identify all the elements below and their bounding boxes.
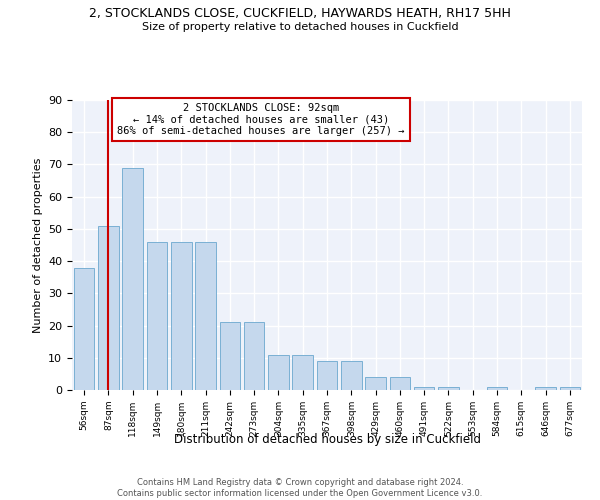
- Bar: [438, 387, 459, 390]
- Y-axis label: Number of detached properties: Number of detached properties: [32, 158, 43, 332]
- Text: Distribution of detached houses by size in Cuckfield: Distribution of detached houses by size …: [173, 432, 481, 446]
- Text: Size of property relative to detached houses in Cuckfield: Size of property relative to detached ho…: [142, 22, 458, 32]
- Bar: [487, 387, 508, 390]
- Bar: [74, 268, 94, 390]
- Bar: [317, 361, 337, 390]
- Bar: [292, 354, 313, 390]
- Bar: [535, 387, 556, 390]
- Text: Contains HM Land Registry data © Crown copyright and database right 2024.
Contai: Contains HM Land Registry data © Crown c…: [118, 478, 482, 498]
- Text: 2 STOCKLANDS CLOSE: 92sqm
← 14% of detached houses are smaller (43)
86% of semi-: 2 STOCKLANDS CLOSE: 92sqm ← 14% of detac…: [117, 103, 404, 136]
- Bar: [389, 377, 410, 390]
- Bar: [268, 354, 289, 390]
- Bar: [560, 387, 580, 390]
- Bar: [122, 168, 143, 390]
- Bar: [146, 242, 167, 390]
- Bar: [414, 387, 434, 390]
- Text: 2, STOCKLANDS CLOSE, CUCKFIELD, HAYWARDS HEATH, RH17 5HH: 2, STOCKLANDS CLOSE, CUCKFIELD, HAYWARDS…: [89, 8, 511, 20]
- Bar: [244, 322, 265, 390]
- Bar: [98, 226, 119, 390]
- Bar: [220, 322, 240, 390]
- Bar: [341, 361, 362, 390]
- Bar: [195, 242, 216, 390]
- Bar: [365, 377, 386, 390]
- Bar: [171, 242, 191, 390]
